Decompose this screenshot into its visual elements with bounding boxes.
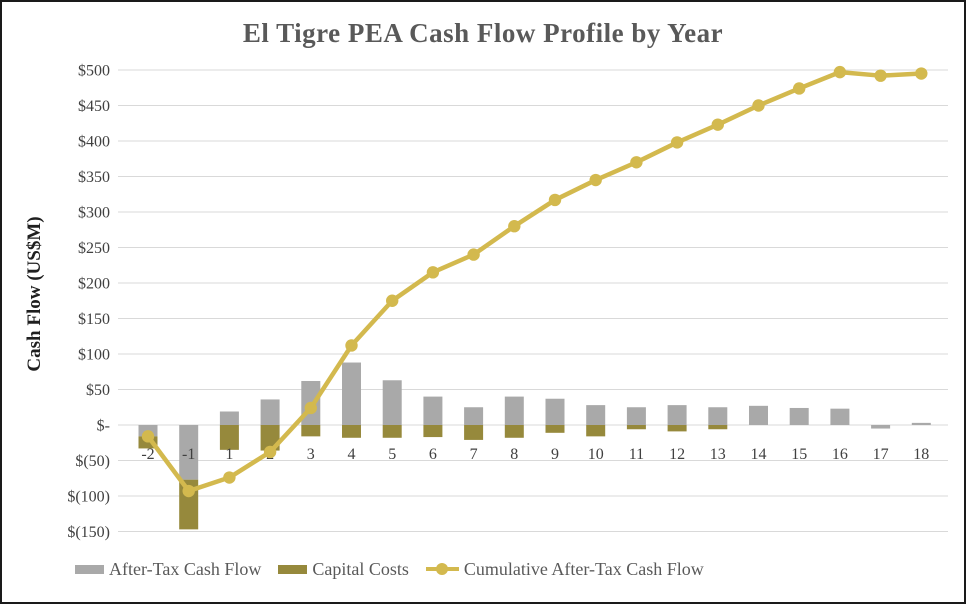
capital-costs-bar xyxy=(301,425,321,437)
y-tick-label: $100 xyxy=(78,347,110,364)
x-tick-label: 18 xyxy=(913,446,929,463)
capital-costs-bar xyxy=(708,425,728,430)
after-tax-cash-flow-bar xyxy=(260,399,280,425)
cumulative-line-marker xyxy=(467,248,480,261)
capital-costs-bar xyxy=(423,425,443,438)
y-tick-label: $(100) xyxy=(67,489,110,506)
cumulative-line-swatch-icon xyxy=(425,562,459,576)
after-tax-cash-flow-bar xyxy=(545,398,565,425)
y-tick-label: $150 xyxy=(78,311,110,328)
cumulative-line-marker xyxy=(752,99,765,112)
x-tick-label: 16 xyxy=(832,446,848,463)
y-tick-label: $250 xyxy=(78,240,110,257)
cumulative-line-marker xyxy=(141,430,155,443)
x-tick-label: 10 xyxy=(588,446,604,463)
x-tick-label: 1 xyxy=(225,446,233,463)
after-tax-cash-flow-bar xyxy=(789,407,809,425)
x-tick-label: 17 xyxy=(873,446,889,463)
legend-label-after-tax-cash-flow: After-Tax Cash Flow xyxy=(109,558,262,579)
after-tax-cash-flow-bar xyxy=(423,396,443,425)
x-tick-label: 9 xyxy=(551,446,559,463)
after-tax-cash-flow-bar xyxy=(382,380,402,425)
cumulative-line-marker xyxy=(182,484,195,498)
y-tick-label: $(150) xyxy=(67,524,110,541)
capital-costs-bar xyxy=(219,425,239,450)
cumulative-line-marker xyxy=(833,65,847,79)
x-tick-label: 5 xyxy=(388,446,396,463)
cumulative-line-marker xyxy=(711,118,724,131)
x-tick-label: 8 xyxy=(510,446,518,463)
legend-item-cumulative-after-tax-cash-flow: Cumulative After-Tax Cash Flow xyxy=(425,558,704,580)
legend-item-after-tax-cash-flow: After-Tax Cash Flow xyxy=(75,559,261,580)
x-tick-label: 11 xyxy=(629,446,644,463)
x-tick-label: 13 xyxy=(710,446,726,463)
capital-costs-bar xyxy=(626,425,646,430)
after-tax-cash-flow-bar xyxy=(504,396,524,425)
after-tax-cash-flow-bar xyxy=(586,405,606,425)
capital-costs-bar xyxy=(464,425,484,440)
y-tick-label: $450 xyxy=(78,98,110,115)
cumulative-line-marker xyxy=(630,156,643,169)
after-tax-cash-flow-bar xyxy=(342,362,361,425)
chart-title: El Tigre PEA Cash Flow Profile by Year xyxy=(242,18,724,48)
after-tax-cash-flow-bar xyxy=(749,405,768,425)
cumulative-line-marker xyxy=(915,67,928,80)
after-tax-cash-flow-bar xyxy=(626,407,646,425)
capital-costs-bar xyxy=(586,425,606,437)
legend-item-capital-costs: Capital Costs xyxy=(278,559,409,580)
y-tick-label: $400 xyxy=(78,134,110,151)
x-tick-label: 15 xyxy=(791,446,807,463)
after-tax-cash-flow-bar xyxy=(179,425,199,480)
after-tax-cash-flow-bar xyxy=(464,407,484,425)
legend-label-capital-costs: Capital Costs xyxy=(312,558,409,579)
x-tick-label: -1 xyxy=(182,446,195,463)
x-tick-label: 7 xyxy=(470,446,478,463)
y-tick-label: $300 xyxy=(78,205,110,222)
cumulative-line-marker xyxy=(793,82,806,95)
cumulative-after-tax-cash-flow-line xyxy=(145,69,924,494)
after-tax-cash-flow-swatch-icon xyxy=(75,564,104,574)
after-tax-cash-flow-bar xyxy=(871,425,891,429)
capital-costs-bar xyxy=(342,425,361,438)
cumulative-line-marker xyxy=(304,401,317,415)
cumulative-line-marker xyxy=(426,266,440,279)
cumulative-line-marker xyxy=(670,136,684,149)
capital-costs-bar xyxy=(382,425,402,438)
cumulative-line-marker xyxy=(548,193,562,207)
after-tax-cash-flow-bar xyxy=(667,405,687,425)
cumulative-line-marker xyxy=(345,339,358,352)
y-tick-label: $- xyxy=(97,418,110,435)
capital-costs-bar xyxy=(504,425,524,438)
cumulative-line-marker xyxy=(508,220,521,233)
y-tick-label: $500 xyxy=(78,63,110,80)
cumulative-line-marker xyxy=(589,173,602,187)
x-tick-label: 3 xyxy=(307,446,315,463)
after-tax-cash-flow-bar xyxy=(708,407,728,425)
y-tick-label: $50 xyxy=(86,382,110,399)
y-tick-label: $350 xyxy=(78,169,110,186)
capital-costs-bar xyxy=(667,425,687,432)
cumulative-line-marker xyxy=(263,445,277,459)
x-tick-label: 12 xyxy=(669,446,685,463)
capital-costs-bar xyxy=(545,425,565,433)
x-tick-label: 14 xyxy=(751,446,767,463)
x-tick-label: 4 xyxy=(348,446,356,463)
x-tick-label: 6 xyxy=(429,446,437,463)
cumulative-line-marker xyxy=(223,471,236,484)
cumulative-line-marker xyxy=(386,294,399,307)
chart-legend: After-Tax Cash Flow Capital Costs Cumula… xyxy=(2,554,964,584)
cumulative-line-marker xyxy=(874,69,887,82)
x-tick-label: -2 xyxy=(141,446,154,463)
y-tick-label: $200 xyxy=(78,276,110,293)
after-tax-cash-flow-bar xyxy=(219,411,239,425)
legend-label-cumulative-after-tax-cash-flow: Cumulative After-Tax Cash Flow xyxy=(463,558,704,579)
after-tax-cash-flow-bar xyxy=(911,422,931,425)
y-tick-label: $(50) xyxy=(75,453,110,470)
capital-costs-swatch-icon xyxy=(278,564,308,574)
after-tax-cash-flow-bar xyxy=(830,408,850,425)
